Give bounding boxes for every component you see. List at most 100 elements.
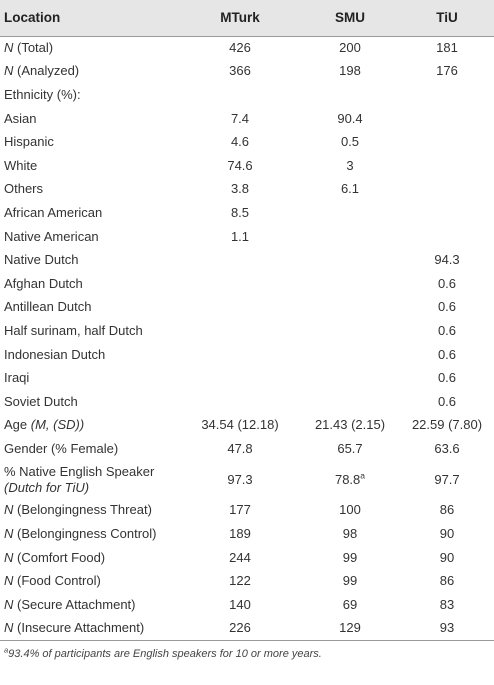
smu-value: [300, 225, 400, 249]
row-label-text: White: [4, 157, 38, 173]
tiu-value: [400, 225, 494, 249]
table-body: N (Total) 426 200 181 N (Analyzed) 366 198 176 E…: [0, 36, 494, 641]
tiu-value: [400, 83, 494, 107]
tiu-value: 83: [439, 596, 455, 612]
mturk-value: 7.4: [230, 110, 250, 126]
n-symbol: N: [4, 573, 14, 589]
table-row: N (Analyzed) 366 198 176: [0, 60, 494, 84]
row-label: African American: [0, 201, 180, 225]
mturk-value: [180, 343, 300, 367]
footnote-ref: a: [360, 470, 366, 481]
table-row: Iraqi 0.6: [0, 366, 494, 390]
mturk-value: 122: [229, 573, 251, 589]
tiu-value: 0.6: [437, 322, 457, 338]
footnote-mark: a: [4, 645, 9, 655]
smu-value: 129: [300, 616, 400, 641]
row-label: Native Dutch: [0, 248, 180, 272]
native-sublabel: (Dutch for TiU): [4, 479, 90, 495]
smu-value: [300, 296, 400, 320]
table-row: N (Comfort Food) 244 99 90: [0, 546, 494, 570]
tiu-value: 0.6: [437, 393, 457, 409]
row-label: N (Insecure Attachment): [0, 616, 180, 641]
tiu-value: [400, 130, 494, 154]
table-row: Antillean Dutch 0.6: [0, 296, 494, 320]
n-symbol: N: [4, 502, 14, 518]
row-label-text: (Analyzed): [13, 63, 80, 79]
table-footnote: a93.4% of participants are English speak…: [0, 641, 494, 660]
table-row: N (Belongingness Control) 189 98 90: [0, 522, 494, 546]
mturk-value: [180, 248, 300, 272]
age-label: Age: [4, 417, 31, 433]
tiu-value: 86: [439, 573, 455, 589]
row-label-text: (Secure Attachment): [13, 596, 136, 612]
row-label: N (Total): [0, 36, 180, 60]
table-row: N (Total) 426 200 181: [0, 36, 494, 60]
row-label-text: Iraqi: [4, 370, 30, 386]
smu-value: 3: [346, 157, 354, 173]
row-label: Asian: [0, 107, 180, 131]
smu-value: [300, 201, 400, 225]
tiu-value: 0.6: [437, 275, 457, 291]
mturk-value: 3.8: [230, 181, 250, 197]
mturk-value: 426: [229, 40, 251, 56]
table-row: Asian 7.4 90.4: [0, 107, 494, 131]
table-row: Native Dutch 94.3: [0, 248, 494, 272]
row-label: Antillean Dutch: [0, 296, 180, 320]
tiu-value: [400, 178, 494, 202]
n-symbol: N: [4, 549, 14, 565]
row-label: Soviet Dutch: [0, 390, 180, 414]
smu-value: 6.1: [340, 181, 360, 197]
smu-value: 21.43 (2.15): [314, 417, 386, 433]
smu-value: [300, 272, 400, 296]
mturk-value: 47.8: [227, 440, 253, 456]
mturk-value: [180, 366, 300, 390]
tiu-value: 0.6: [437, 370, 457, 386]
row-label: Ethnicity (%):: [0, 83, 180, 107]
n-symbol: N: [4, 620, 14, 636]
tiu-value: 86: [439, 502, 455, 518]
smu-value: 198: [339, 63, 361, 79]
mturk-value: 226: [180, 616, 300, 641]
mturk-value: 244: [229, 549, 251, 565]
tiu-value: 90: [439, 526, 455, 542]
smu-value: [300, 366, 400, 390]
smu-value: [300, 248, 400, 272]
row-label: N (Belongingness Threat): [0, 499, 180, 523]
smu-value: 98: [342, 526, 358, 542]
mturk-value: [180, 319, 300, 343]
smu-value: [300, 390, 400, 414]
mturk-value: [180, 390, 300, 414]
mturk-value: 140: [229, 596, 251, 612]
mturk-value: 177: [229, 502, 251, 518]
smu-value: 100: [339, 502, 361, 518]
tiu-value: 181: [436, 40, 458, 56]
mturk-value: 189: [229, 526, 251, 542]
mturk-value: [180, 83, 300, 107]
row-label: Hispanic: [0, 130, 180, 154]
row-label: White: [0, 154, 180, 178]
row-label: Iraqi: [0, 366, 180, 390]
row-label-text: (Belongingness Threat): [13, 502, 152, 518]
smu-value: 99: [342, 549, 358, 565]
row-label: Indonesian Dutch: [0, 343, 180, 367]
table-row: N (Food Control) 122 99 86: [0, 569, 494, 593]
tiu-value: [400, 107, 494, 131]
table-row-native-speaker: % Native English Speaker (Dutch for TiU) 9…: [0, 461, 494, 499]
row-label-text: (Comfort Food): [13, 549, 106, 565]
row-label-text: Afghan Dutch: [4, 275, 83, 291]
row-label-text: Hispanic: [4, 134, 54, 150]
tiu-value: 97.7: [434, 471, 460, 487]
table-row: African American 8.5: [0, 201, 494, 225]
row-label-text: Asian: [4, 110, 37, 126]
row-label: N (Belongingness Control): [0, 522, 180, 546]
row-label-text: African American: [4, 204, 103, 220]
row-label-text: (Food Control): [13, 573, 101, 589]
tiu-value: [400, 154, 494, 178]
table-row: Hispanic 4.6 0.5: [0, 130, 494, 154]
header-smu: SMU: [300, 0, 400, 37]
smu-value: 99: [342, 573, 358, 589]
mturk-value: 74.6: [227, 157, 253, 173]
row-label-text: (Total): [13, 40, 54, 56]
mturk-value: [180, 296, 300, 320]
row-label: Others: [0, 178, 180, 202]
